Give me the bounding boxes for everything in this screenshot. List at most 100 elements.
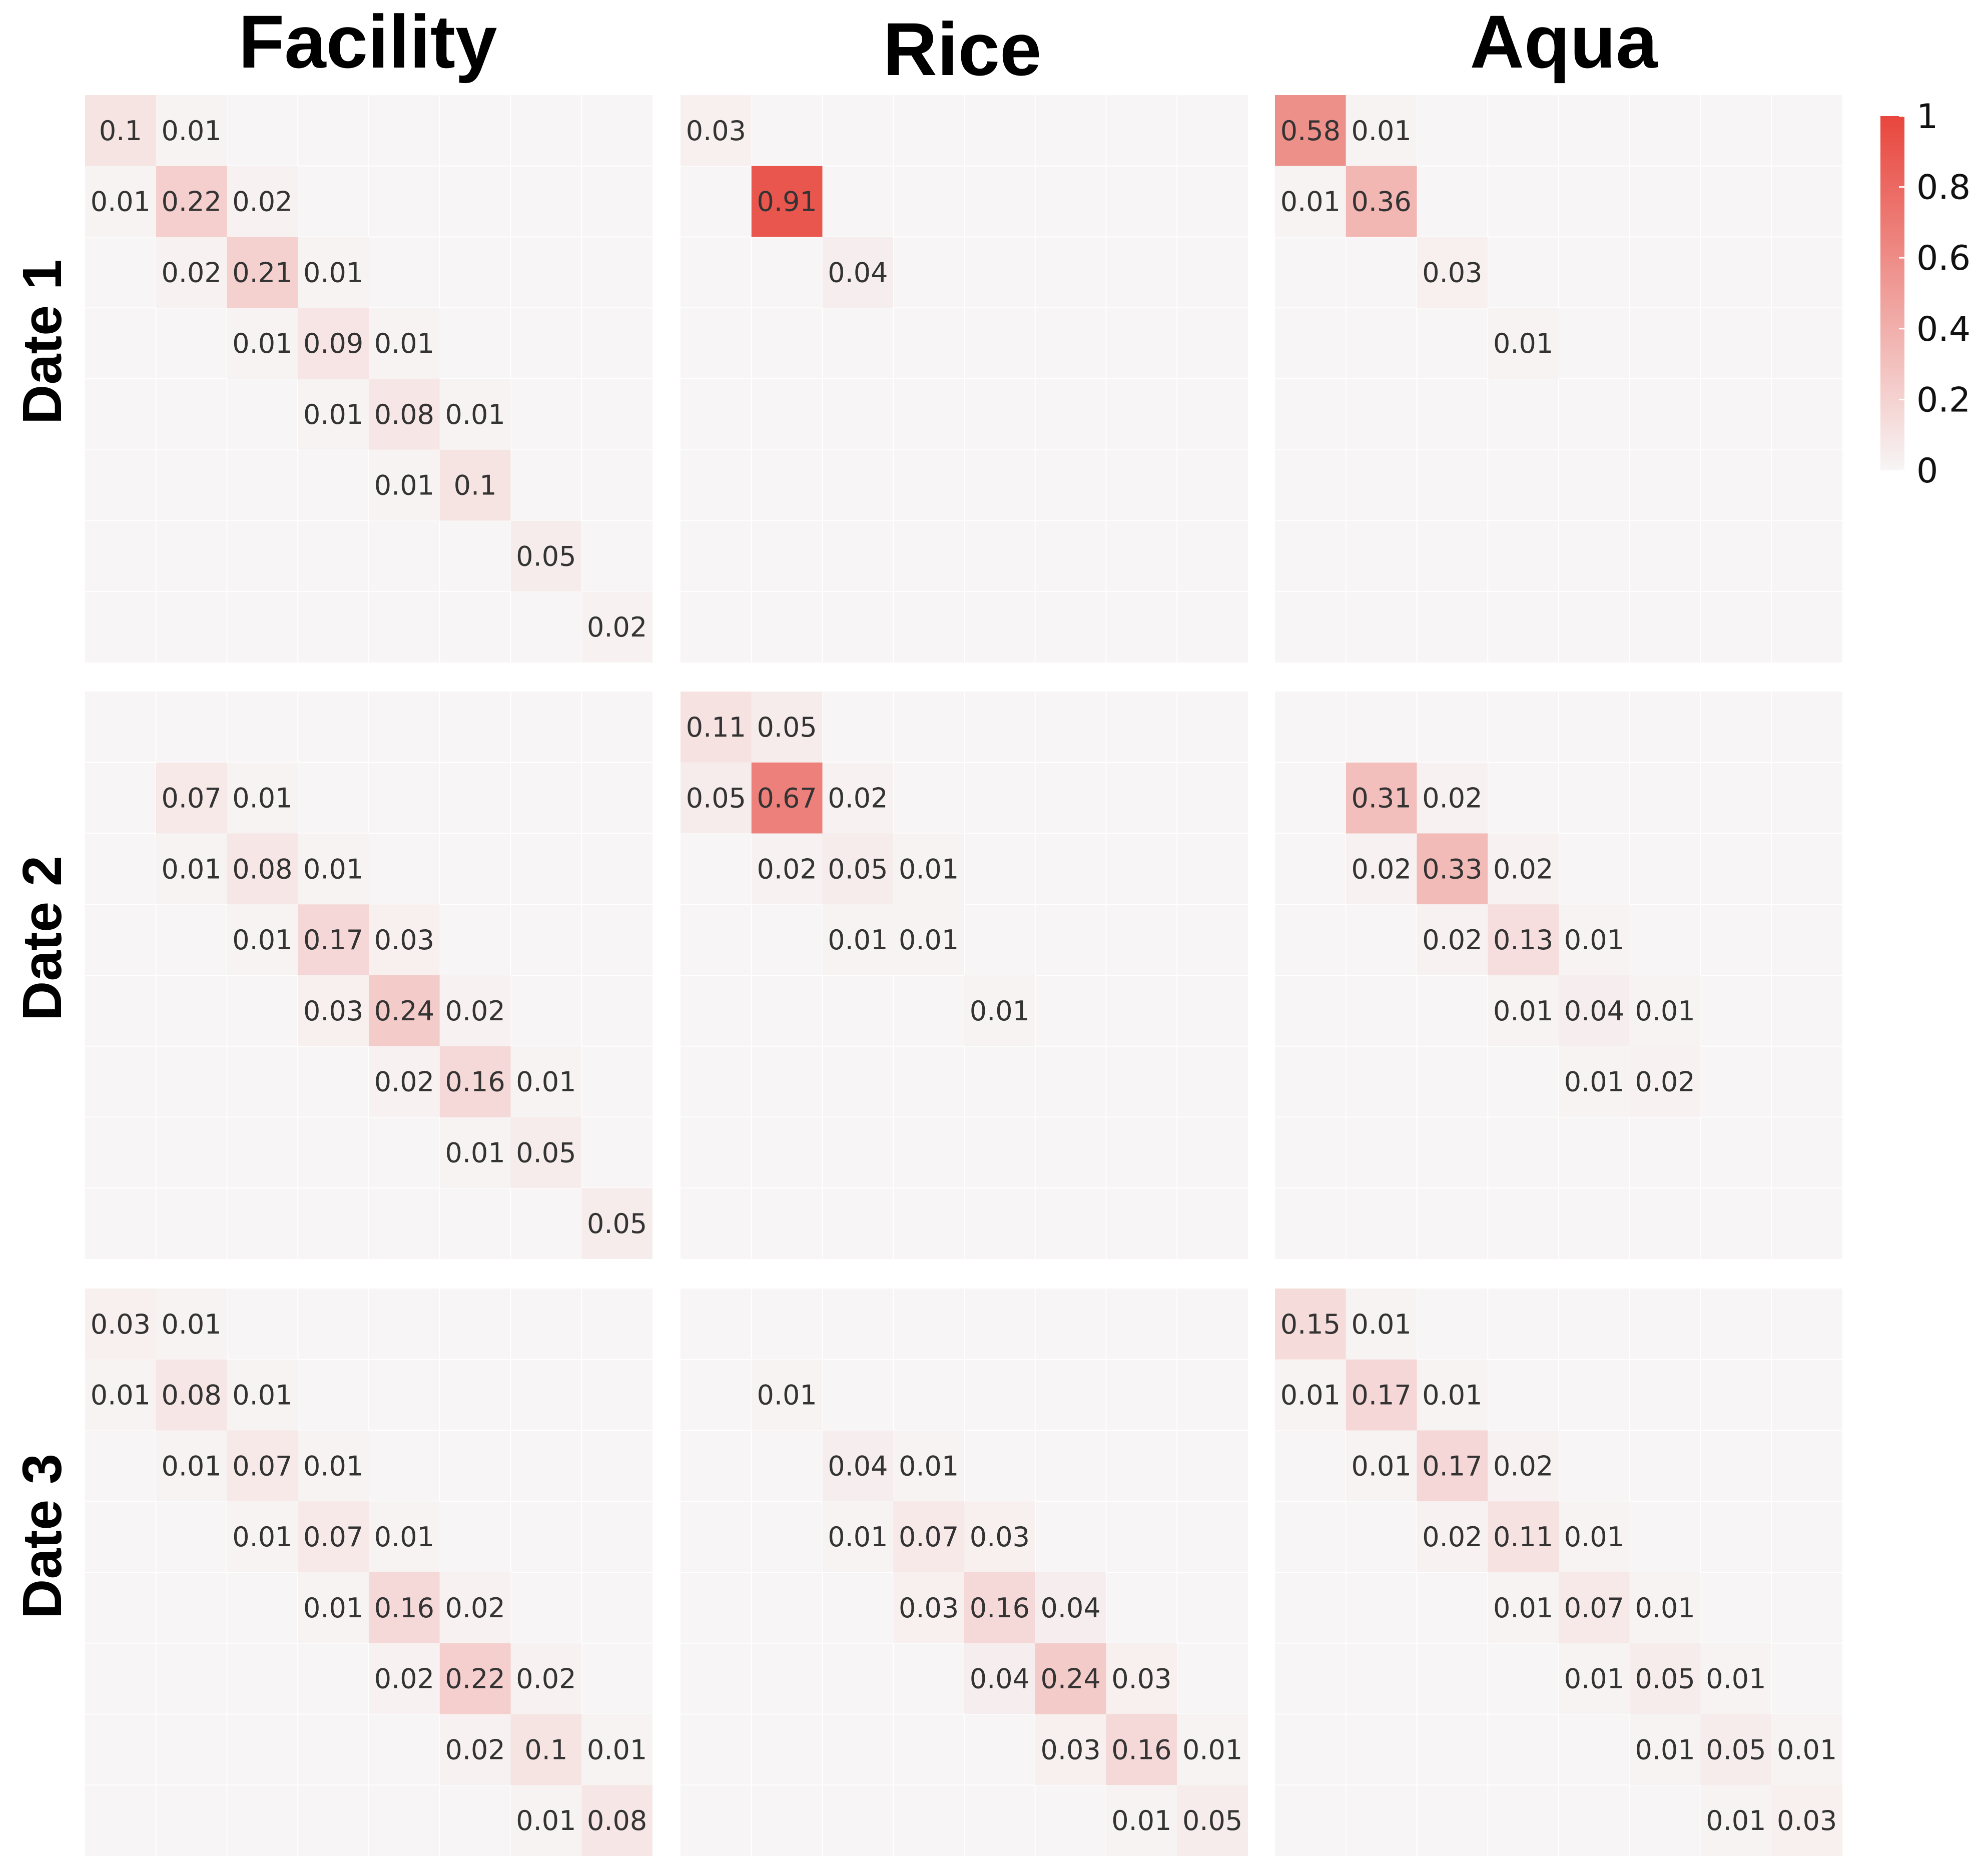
cell-value-label: 0.05 [1182,1805,1242,1836]
heatmap-cell [1106,1643,1177,1714]
heatmap-cell [1488,833,1559,905]
heatmap-cell [227,166,298,237]
cell-value-label: 0.01 [1564,1663,1624,1695]
heatmap-cell [822,1501,894,1572]
cell-value-label: 0.02 [1493,853,1553,885]
heatmap-cell [369,1046,440,1117]
heatmap-cell [298,1501,369,1572]
cell-value-label: 0.07 [303,1521,363,1553]
col-title-aqua: Aqua [1470,0,1659,84]
heatmap-cell [1346,762,1417,834]
heatmap-cell [681,95,752,166]
heatmap-cell [439,1643,511,1714]
heatmap-cell [439,1714,511,1785]
cell-value-label: 0.16 [1111,1734,1171,1765]
cell-value-label: 0.05 [516,1137,576,1168]
heatmap-cell [1417,237,1488,308]
heatmap-cell [1275,1289,1346,1360]
cell-value-label: 0.11 [1493,1521,1553,1553]
heatmap-cell [964,1501,1035,1572]
heatmap-cell [822,237,894,308]
heatmap-cell [85,95,156,166]
heatmap-cell [1417,904,1488,975]
legend-tick-label: 0.2 [1916,380,1970,420]
cell-value-label: 0.02 [1422,924,1482,956]
cell-value-label: 0.01 [1706,1663,1766,1695]
cell-value-label: 0.02 [445,1734,505,1765]
cell-value-label: 0.01 [516,1066,576,1098]
heatmap-cell [1275,166,1346,237]
heatmap-cell [1346,833,1417,905]
cell-value-label: 0.01 [1564,924,1624,956]
cell-value-label: 0.15 [1280,1309,1341,1340]
heatmap-cell [1771,1714,1842,1785]
legend-tick-label: 1 [1916,97,1938,137]
cell-value-label: 0.01 [899,1450,959,1482]
cell-value-label: 0.03 [970,1521,1030,1553]
panel-date-1-aqua: 0.58 0.01 0.01 0.36 0.03 0.01 [1275,95,1842,663]
cell-value-label: 0.03 [1777,1805,1837,1836]
cell-value-label: 0.01 [970,995,1030,1027]
heatmap-cell [751,833,823,905]
cell-value-label: 0.02 [374,1663,434,1695]
heatmap-cell [581,1785,652,1856]
cell-value-label: 0.02 [445,995,505,1027]
cell-value-label: 0.03 [1111,1663,1171,1695]
cell-value-label: 0.01 [232,783,292,814]
heatmap-panels: 0.1 0.01 0.01 0.22 0.02 0.02 0.21 0.01 0.01 0.09 0… [85,95,1842,1856]
cell-value-label: 0.67 [757,783,817,814]
cell-value-label: 0.01 [445,399,505,430]
cell-value-label: 0.02 [1422,783,1482,814]
heatmap-cell [227,1359,298,1431]
heatmap-cell [298,975,369,1046]
heatmap-cell [1559,975,1630,1046]
legend-color-bar [1880,116,1904,470]
cell-value-label: 0.07 [232,1450,292,1482]
cell-value-label: 0.03 [374,924,434,956]
heatmap-cell [1177,1714,1248,1785]
heatmap-cell [1488,1430,1559,1502]
heatmap-cell [439,379,511,450]
heatmap-cell [1417,1430,1488,1502]
heatmap-cell [1177,1785,1248,1856]
cell-value-label: 0.05 [1706,1734,1766,1765]
cell-value-label: 0.04 [1564,995,1624,1027]
cell-value-label: 0.01 [757,1380,817,1411]
cell-value-label: 0.01 [1111,1805,1171,1836]
cell-value-label: 0.01 [1564,1066,1624,1098]
heatmap-cell [1559,1046,1630,1117]
panel-date-2-aqua: 0.31 0.02 0.02 0.33 0.02 0.02 0.13 0.01 0.01 0.04… [1275,692,1842,1259]
heatmap-cell [510,1785,582,1856]
heatmap-cell [85,1289,156,1360]
cell-value-label: 0.09 [303,328,363,359]
heatmap-cell [822,904,894,975]
heatmap-cell [369,904,440,975]
heatmap-cell [893,1572,964,1643]
panel-date-2-facility: 0.07 0.01 0.01 0.08 0.01 0.01 0.17 0.03 0.03 0.24… [85,692,652,1259]
heatmap-cell [1035,1714,1106,1785]
heatmap-cell [1629,1046,1701,1117]
legend-tick-label: 0.8 [1916,168,1970,208]
cell-value-label: 0.21 [232,257,292,288]
cell-value-label: 0.31 [1352,783,1412,814]
cell-value-label: 0.1 [454,470,497,501]
heatmap-cell [298,308,369,379]
heatmap-cell [1488,1501,1559,1572]
heatmap-cell [893,1430,964,1502]
heatmap-cell [964,1572,1035,1643]
cell-value-label: 0.08 [374,399,434,430]
heatmap-cell [227,237,298,308]
heatmap-cell [1275,1359,1346,1431]
cell-value-label: 0.01 [1493,328,1553,359]
cell-value-label: 0.22 [445,1663,505,1695]
cell-value-label: 0.01 [303,257,363,288]
heatmap-cell [1346,1289,1417,1360]
heatmap-cell [964,975,1035,1046]
cell-value-label: 0.01 [303,1592,363,1624]
heatmap-cell [439,449,511,521]
cell-value-label: 0.17 [1352,1380,1412,1411]
heatmap-cell [510,1714,582,1785]
cell-value-label: 0.08 [232,853,292,885]
cell-value-label: 0.01 [1182,1734,1242,1765]
